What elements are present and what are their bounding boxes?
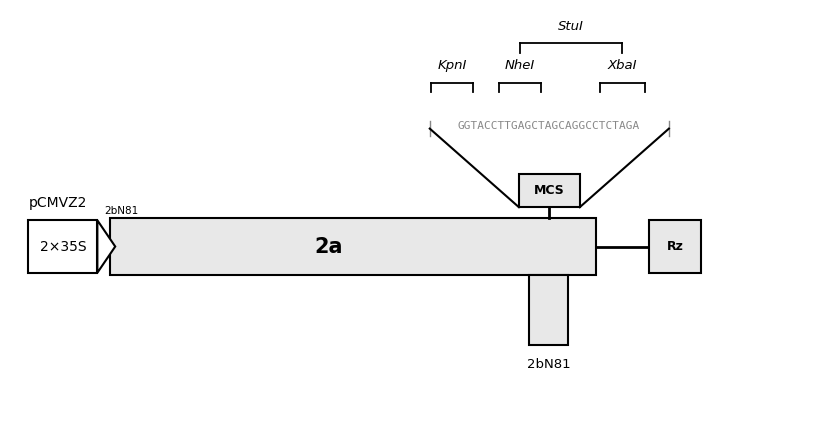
Text: 2a: 2a	[314, 236, 342, 256]
Text: pCMVZ2: pCMVZ2	[29, 196, 87, 210]
Bar	[29, 220, 97, 273]
Text: KpnI: KpnI	[438, 59, 467, 72]
Bar	[110, 218, 596, 275]
Text: 2×35S: 2×35S	[39, 239, 86, 254]
Text: GGTACCTTGAGCTAGCAGGCCTCTAGA: GGTACCTTGAGCTAGCAGGCCTCTAGA	[458, 121, 640, 131]
Polygon shape	[97, 220, 115, 273]
Text: StuI: StuI	[558, 20, 584, 32]
Text: XbaI: XbaI	[607, 59, 636, 72]
Bar	[649, 220, 701, 273]
Bar	[519, 174, 580, 207]
Text: 2bN81: 2bN81	[104, 206, 138, 216]
Text: NheI: NheI	[505, 59, 535, 72]
Text: MCS: MCS	[534, 184, 565, 197]
Text: 2bN81: 2bN81	[527, 358, 571, 371]
Text: Rz: Rz	[667, 240, 683, 253]
Bar	[529, 275, 568, 345]
